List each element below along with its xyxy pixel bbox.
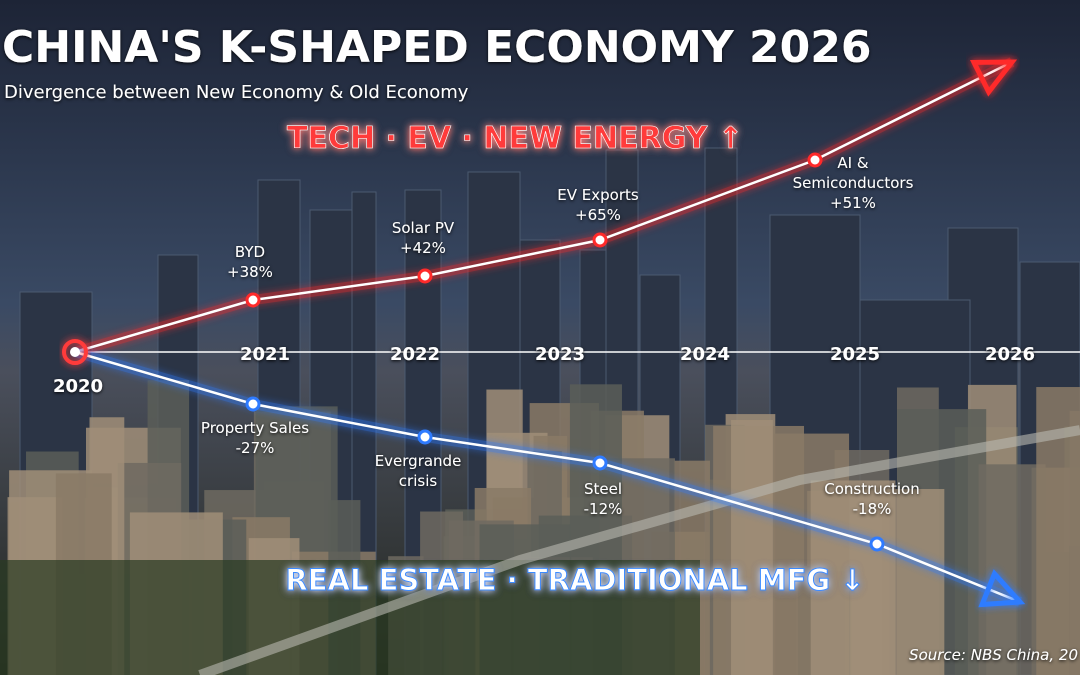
lower-line-point — [245, 396, 261, 412]
point-label: Solar PV — [392, 219, 455, 237]
point-label: EV Exports — [557, 186, 639, 204]
lower-line-point — [592, 455, 608, 471]
point-label: -18% — [853, 500, 892, 518]
point-label: +51% — [830, 194, 876, 212]
lower-line-point — [869, 536, 885, 552]
point-label: +65% — [575, 206, 621, 224]
point-label: Property Sales — [201, 419, 309, 437]
highway — [198, 425, 1080, 675]
building — [810, 480, 896, 675]
point-label: Evergrande — [375, 452, 462, 470]
year-label: 2020 — [53, 376, 103, 397]
upper-line-point — [807, 152, 823, 168]
point-label: BYD — [235, 243, 265, 261]
upper-line-point — [417, 268, 433, 284]
building — [731, 420, 773, 675]
lower-line-point — [417, 429, 433, 445]
title: CHINA'S K-SHAPED ECONOMY 2026 — [2, 22, 872, 73]
lower-branch-label: REAL ESTATE · TRADITIONAL MFG ↓ — [285, 563, 864, 597]
point-label: Steel — [584, 480, 622, 498]
labels: CHINA'S K-SHAPED ECONOMY 2026 Divergence… — [2, 22, 1078, 664]
building — [978, 464, 1046, 675]
point-label: crisis — [399, 472, 438, 490]
point-label: AI & — [837, 154, 868, 172]
year-label: 2023 — [535, 344, 585, 365]
point-label: Semiconductors — [793, 174, 914, 192]
year-label: 2022 — [390, 344, 440, 365]
year-label: 2024 — [680, 344, 730, 365]
point-label: +38% — [227, 263, 273, 281]
lower-line-arrowhead — [978, 569, 1026, 608]
subtitle: Divergence between New Economy & Old Eco… — [4, 82, 469, 103]
point-label: -27% — [236, 439, 275, 457]
k-lines — [62, 57, 1026, 608]
point-label: Construction — [824, 480, 920, 498]
origin-point — [70, 347, 80, 357]
upper-line-point — [592, 232, 608, 248]
point-label: +42% — [400, 239, 446, 257]
lower-line — [74, 350, 1021, 604]
year-label: 2025 — [830, 344, 880, 365]
upper-line-point — [245, 292, 261, 308]
origin-point — [62, 339, 88, 365]
year-label: 2021 — [240, 344, 290, 365]
upper-branch-label: TECH · EV · NEW ENERGY ↑ — [287, 121, 743, 156]
source: Source: NBS China, 20 — [909, 646, 1078, 664]
point-label: -12% — [584, 500, 623, 518]
upper-line-arrowhead — [969, 59, 1018, 97]
upper-line — [74, 60, 1013, 354]
year-label: 2026 — [985, 344, 1035, 365]
city-skyline — [0, 147, 1080, 675]
